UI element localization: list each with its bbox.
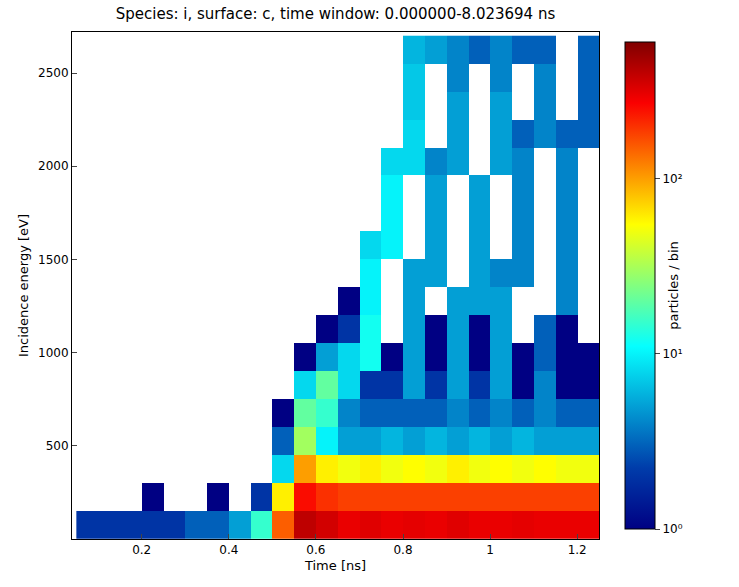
svg-text:0.6: 0.6	[306, 543, 325, 557]
svg-text:1000: 1000	[38, 346, 69, 360]
svg-text:Incidence energy [eV]: Incidence energy [eV]	[16, 214, 31, 357]
svg-text:500: 500	[46, 439, 69, 453]
svg-text:10²: 10²	[662, 172, 682, 186]
svg-text:2000: 2000	[38, 159, 69, 173]
svg-text:1: 1	[486, 543, 494, 557]
svg-text:10⁰: 10⁰	[662, 522, 682, 536]
svg-text:10¹: 10¹	[662, 347, 682, 361]
svg-text:particles / bin: particles / bin	[666, 241, 681, 330]
svg-text:1.2: 1.2	[568, 543, 587, 557]
svg-text:Species: i, surface: c, time w: Species: i, surface: c, time window: 0.0…	[116, 5, 556, 23]
svg-text:2500: 2500	[38, 66, 69, 80]
svg-text:1500: 1500	[38, 253, 69, 267]
svg-text:0.4: 0.4	[219, 543, 238, 557]
svg-text:0.2: 0.2	[132, 543, 151, 557]
svg-text:0.8: 0.8	[393, 543, 412, 557]
svg-text:Time [ns]: Time [ns]	[304, 558, 366, 573]
